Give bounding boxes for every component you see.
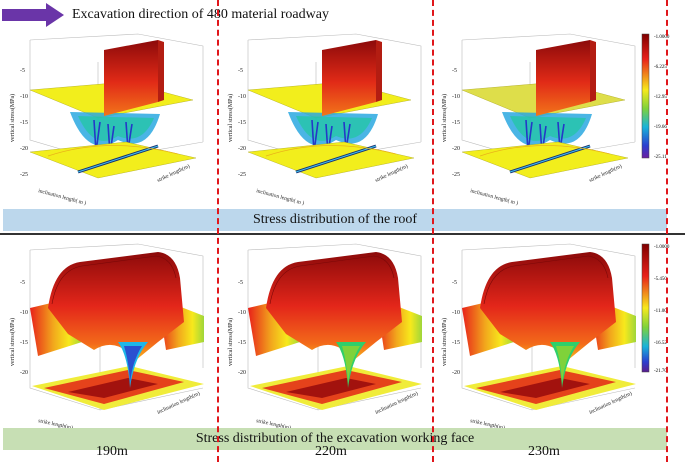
divider-line (217, 0, 219, 462)
header: Excavation direction of 480 material roa… (2, 0, 329, 30)
x-axis-label: inclination length( m ) (255, 187, 305, 207)
face-band: Stress distribution of the excavation wo… (3, 428, 667, 450)
z-axis-label: vertical stress(MPa) (227, 94, 234, 142)
z-tick-label: -20 (20, 146, 28, 152)
divider-line (666, 0, 668, 462)
z-tick-label: -10 (452, 310, 460, 316)
roof-band: Stress distribution of the roof (3, 209, 667, 231)
z-tick-label: -5 (452, 280, 457, 286)
z-tick-label: -10 (20, 310, 28, 316)
x-axis-label: inclination length( m ) (37, 187, 87, 207)
direction-arrow-icon (2, 3, 64, 27)
x-axis-label: inclination length( m ) (469, 187, 519, 207)
y-axis-label: strike length(m) (156, 162, 191, 183)
face-colorbar-tick: -1.0000 (654, 245, 670, 250)
roof-colorbar-tick: -25.11 (654, 155, 667, 160)
roof-colorbar-tick: -12.95 (654, 95, 667, 100)
figure-title: Excavation direction of 480 material roa… (72, 7, 329, 22)
z-tick-label: -5 (238, 280, 243, 286)
z-tick-label: -25 (238, 172, 246, 178)
z-axis-label: vertical stress(MPa) (9, 94, 16, 142)
z-tick-label: -5 (20, 280, 25, 286)
z-axis-label: vertical stress(MPa) (441, 94, 448, 142)
z-tick-label: -15 (238, 340, 246, 346)
face-colorbar-tick: -21.70 (654, 369, 667, 374)
z-tick-label: -25 (20, 172, 28, 178)
roof-panel-2: -5 -10 -15 -20 -25 vertical stress(MPa) inclin… (227, 33, 422, 207)
z-tick-label: -20 (452, 146, 460, 152)
z-tick-label: -15 (452, 340, 460, 346)
z-tick-label: -5 (238, 68, 243, 74)
z-tick-label: -10 (452, 94, 460, 100)
z-tick-label: -10 (238, 310, 246, 316)
z-tick-label: -10 (20, 94, 28, 100)
z-tick-label: -20 (238, 370, 246, 376)
face-colorbar-tick: -16.52 (654, 341, 667, 346)
z-tick-label: -20 (238, 146, 246, 152)
face-colorbar-tick: -11.00 (654, 309, 667, 314)
z-tick-label: -5 (452, 68, 457, 74)
roof-panel-1: -5 -10 -15 -20 -25 vertical stress(MPa) inclin… (9, 33, 204, 207)
y-axis-label: strike length(m) (374, 162, 409, 183)
z-tick-label: -5 (20, 68, 25, 74)
z-tick-label: -15 (20, 120, 28, 126)
z-axis-label: vertical stress(MPa) (227, 318, 234, 366)
z-tick-label: -15 (452, 120, 460, 126)
roof-colorbar-tick: -1.0000 (654, 35, 670, 40)
z-tick-label: -15 (238, 120, 246, 126)
divider-line (432, 0, 434, 462)
face-colorbar-tick: -5.450 (654, 277, 667, 282)
z-tick-label: -10 (238, 94, 246, 100)
z-tick-label: -25 (452, 172, 460, 178)
row-separator (0, 233, 685, 235)
distance-label-220: 220m (315, 444, 347, 459)
roof-panel-3: -5 -10 -15 -20 -25 vertical stress(MPa) inclin… (441, 33, 636, 207)
y-axis-label: strike length(m) (588, 162, 623, 183)
z-tick-label: -20 (20, 370, 28, 376)
z-tick-label: -20 (452, 370, 460, 376)
z-axis-label: vertical stress(MPa) (9, 318, 16, 366)
face-colorbar: -1.0000 -5.450 -11.00 -16.52 -21.70 (641, 243, 670, 374)
distance-label-230: 230m (528, 444, 560, 459)
roof-colorbar-tick: -19.66 (654, 125, 667, 130)
z-tick-label: -15 (20, 340, 28, 346)
z-axis-label: vertical stress(MPa) (441, 318, 448, 366)
roof-colorbar-tick: -6.225 (654, 65, 667, 70)
distance-label-190: 190m (96, 444, 128, 459)
roof-colorbar: -1.0000 -6.225 -12.95 -19.66 -25.11 (641, 33, 670, 160)
